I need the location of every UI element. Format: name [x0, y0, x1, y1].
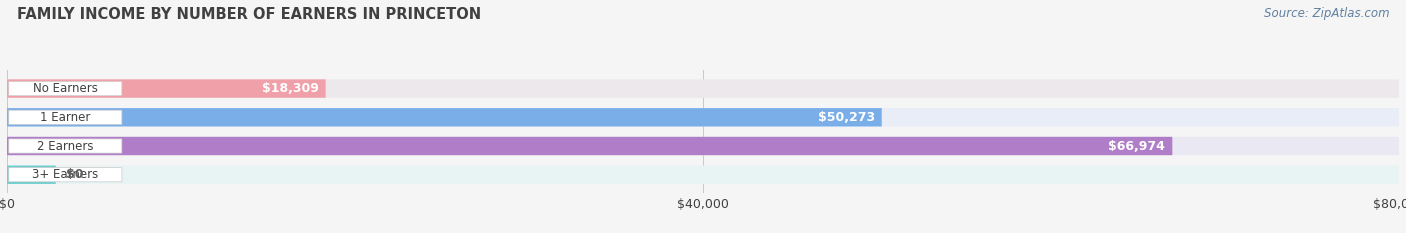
Text: 2 Earners: 2 Earners [37, 140, 94, 153]
FancyBboxPatch shape [7, 137, 1399, 155]
Bar [7, 166, 1399, 184]
FancyBboxPatch shape [8, 82, 122, 96]
Bar [7, 80, 1399, 97]
FancyBboxPatch shape [7, 108, 882, 127]
Text: $18,309: $18,309 [262, 82, 319, 95]
FancyBboxPatch shape [7, 108, 1399, 127]
FancyBboxPatch shape [7, 79, 326, 98]
Text: $0: $0 [66, 168, 84, 181]
FancyBboxPatch shape [8, 168, 122, 182]
Text: 3+ Earners: 3+ Earners [32, 168, 98, 181]
Text: 1 Earner: 1 Earner [41, 111, 90, 124]
FancyBboxPatch shape [7, 137, 1173, 155]
Text: $50,273: $50,273 [818, 111, 875, 124]
Text: FAMILY INCOME BY NUMBER OF EARNERS IN PRINCETON: FAMILY INCOME BY NUMBER OF EARNERS IN PR… [17, 7, 481, 22]
Text: Source: ZipAtlas.com: Source: ZipAtlas.com [1264, 7, 1389, 20]
FancyBboxPatch shape [8, 110, 122, 124]
FancyBboxPatch shape [7, 79, 1399, 98]
Text: $66,974: $66,974 [1108, 140, 1166, 153]
FancyBboxPatch shape [7, 165, 1399, 184]
Text: No Earners: No Earners [32, 82, 98, 95]
Bar [7, 137, 1399, 155]
Bar [7, 108, 1399, 126]
FancyBboxPatch shape [8, 139, 122, 153]
FancyBboxPatch shape [7, 165, 56, 184]
